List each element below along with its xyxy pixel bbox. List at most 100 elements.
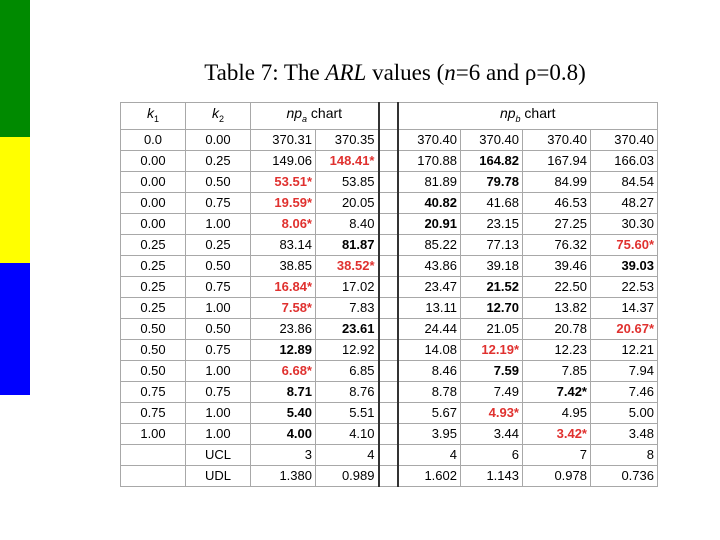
table-cell: 48.27 (590, 191, 658, 214)
table-cell: 4.00 (250, 422, 316, 445)
table-cell: 0.00 (185, 128, 251, 151)
green-bar (0, 0, 30, 137)
table-cell (120, 464, 186, 487)
table-cell: 84.54 (590, 170, 658, 193)
table-cell: 81.87 (315, 233, 379, 256)
table-row: UDL 1.380 0.989 1.602 1.143 0.978 0.736 (120, 464, 658, 487)
table-cell: 41.68 (460, 191, 523, 214)
table-cell: 370.35 (315, 128, 379, 151)
table-cell: 39.18 (460, 254, 523, 277)
table-cell: 8.71 (250, 380, 316, 403)
table-cell: 19.59* (250, 191, 316, 214)
table-cell: 79.78 (460, 170, 523, 193)
table-cell: 164.82 (460, 149, 523, 172)
table-cell: 3.48 (590, 422, 658, 445)
title-part: =0.8) (536, 60, 586, 85)
table-cell: 0.00 (120, 149, 186, 172)
table-cell: 7.58* (250, 296, 316, 319)
gap-cell (377, 149, 399, 172)
table-cell: 0.50 (120, 317, 186, 340)
header-symbol: k (146, 105, 154, 121)
table-cell: 13.11 (397, 296, 461, 319)
table-cell: 1.00 (185, 296, 251, 319)
table-cell: 27.25 (522, 212, 591, 235)
table-cell: 39.03 (590, 254, 658, 277)
table-cell: 1.00 (120, 422, 186, 445)
table-cell: 1.602 (397, 464, 461, 487)
table-cell: 0.00 (120, 212, 186, 235)
table-cell: 167.94 (522, 149, 591, 172)
table-row: 0.00 0.25 149.06 148.41* 170.88 164.82 167.94 1… (120, 149, 658, 172)
table-cell: 1.380 (250, 464, 316, 487)
table-cell: 7.42* (522, 380, 591, 403)
table-cell: 0.25 (120, 275, 186, 298)
table-cell: 0.25 (185, 233, 251, 256)
table-cell: 1.143 (460, 464, 523, 487)
table-cell: 22.53 (590, 275, 658, 298)
table-cell: 12.19* (460, 338, 523, 361)
table-cell: 8.46 (397, 359, 461, 382)
table-cell: 4.10 (315, 422, 379, 445)
table-cell: 170.88 (397, 149, 461, 172)
header-subscript: a (302, 113, 308, 124)
header-text: chart (310, 105, 343, 121)
table-cell: 0.0 (120, 128, 186, 151)
table-cell: 23.47 (397, 275, 461, 298)
gap-cell (377, 296, 399, 319)
table-cell: 20.91 (397, 212, 461, 235)
table-cell: 38.85 (250, 254, 316, 277)
table-cell: 3.44 (460, 422, 523, 445)
table-cell: 40.82 (397, 191, 461, 214)
table-cell: 20.78 (522, 317, 591, 340)
table-cell: 0.50 (185, 254, 251, 277)
table-cell: 370.40 (397, 128, 461, 151)
table-row: 0.50 0.75 12.89 12.92 14.08 12.19* 12.23 12.21 (120, 338, 658, 361)
table-cell: 14.08 (397, 338, 461, 361)
header-subscript: 1 (153, 113, 159, 124)
header-cell: k2 (185, 102, 251, 130)
table-cell: 8.06* (250, 212, 316, 235)
arl-table: k1 k2 npa chart npb chart 0.0 0.00 370.31 370.3… (120, 102, 658, 487)
table-cell: 23.61 (315, 317, 379, 340)
gap-cell (377, 275, 399, 298)
title-part: values ( (366, 60, 445, 85)
table-cell: 5.51 (315, 401, 379, 424)
table-cell: 7.46 (590, 380, 658, 403)
table-cell: 4 (397, 443, 461, 466)
table-cell: 75.60* (590, 233, 658, 256)
table-cell: 23.86 (250, 317, 316, 340)
gap-cell (377, 422, 399, 445)
table-cell: 7.85 (522, 359, 591, 382)
gap-cell (377, 233, 399, 256)
table-cell: 43.86 (397, 254, 461, 277)
table-cell: 12.92 (315, 338, 379, 361)
table-cell: 0.50 (120, 338, 186, 361)
table-cell: 7.49 (460, 380, 523, 403)
table-cell: 6.85 (315, 359, 379, 382)
table-cell: 53.51* (250, 170, 316, 193)
title-part: ARL (325, 60, 367, 85)
table-cell: 38.52* (315, 254, 379, 277)
table-row: 0.25 0.50 38.85 38.52* 43.86 39.18 39.46 39.03 (120, 254, 658, 277)
table-cell: 84.99 (522, 170, 591, 193)
table-cell: 76.32 (522, 233, 591, 256)
table-cell: 20.67* (590, 317, 658, 340)
table-cell: 0.50 (185, 317, 251, 340)
gap-cell (377, 359, 399, 382)
table-cell: 0.00 (120, 191, 186, 214)
table-cell: 0.25 (185, 149, 251, 172)
table-row: 0.50 1.00 6.68* 6.85 8.46 7.59 7.85 7.94 (120, 359, 658, 382)
gap-cell (377, 128, 399, 151)
gap-cell (377, 317, 399, 340)
table-cell: 0.989 (315, 464, 379, 487)
gap-cell (377, 191, 399, 214)
header-symbol: np (286, 105, 303, 121)
table-cell: 8.40 (315, 212, 379, 235)
table-cell: 370.31 (250, 128, 316, 151)
table-row: 0.00 0.75 19.59* 20.05 40.82 41.68 46.53 48.27 (120, 191, 658, 214)
table-cell: 0.25 (120, 233, 186, 256)
table-cell: 85.22 (397, 233, 461, 256)
table-cell: 8 (590, 443, 658, 466)
table-cell: 17.02 (315, 275, 379, 298)
